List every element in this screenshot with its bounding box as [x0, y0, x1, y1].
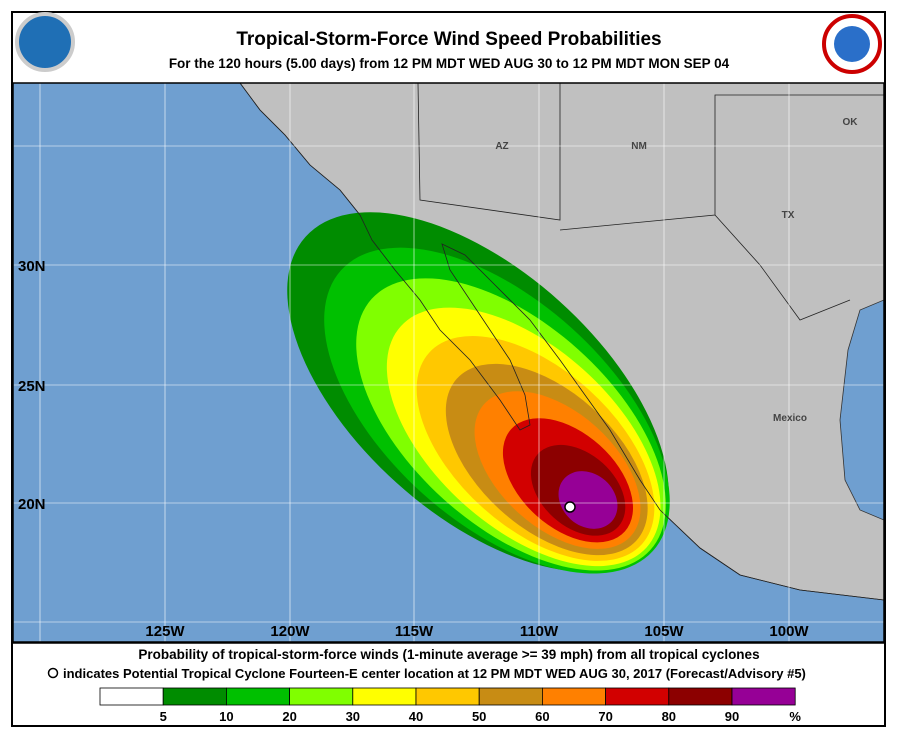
- legend-swatch: [225, 687, 290, 706]
- lon-label: 115W: [395, 623, 434, 640]
- lat-label: 25N: [18, 378, 46, 395]
- map-frame: [12, 82, 885, 643]
- lon-label: 125W: [145, 623, 185, 640]
- legend-label: 50: [472, 709, 486, 724]
- map: [13, 83, 884, 642]
- legend-label: 70: [598, 709, 612, 724]
- title: Tropical-Storm-Force Wind Speed Probabil…: [236, 29, 661, 50]
- legend-swatch: [415, 687, 480, 706]
- legend-swatch: [542, 687, 607, 706]
- lon-label: 110W: [520, 623, 559, 640]
- place-label: NM: [631, 141, 647, 152]
- legend-swatch: [162, 687, 227, 706]
- legend-label: 90: [725, 709, 739, 724]
- legend-swatch: [289, 687, 354, 706]
- place-label: TX: [782, 210, 795, 221]
- place-label: Mexico: [773, 413, 807, 424]
- nws-logo-inner: [834, 26, 870, 62]
- lon-label: 105W: [644, 623, 684, 640]
- legend-swatch: [605, 687, 670, 706]
- legend-swatch: [668, 687, 733, 706]
- legend-swatch: [99, 687, 164, 706]
- legend-swatch: [731, 687, 796, 706]
- place-label: AZ: [495, 141, 508, 152]
- legend-label: 20: [282, 709, 296, 724]
- legend-label: 30: [346, 709, 360, 724]
- legend-label: 5: [160, 709, 167, 724]
- footer-line2: indicates Potential Tropical Cyclone Fou…: [63, 666, 806, 681]
- legend-label: 60: [535, 709, 549, 724]
- borders: [239, 83, 884, 601]
- footer-line1: Probability of tropical-storm-force wind…: [138, 647, 759, 662]
- lat-label: 30N: [18, 258, 46, 275]
- noaa-logo: [15, 12, 75, 72]
- probability-bands: [287, 212, 670, 574]
- legend-swatch: [478, 687, 543, 706]
- legend-label: %: [789, 709, 801, 724]
- subtitle: For the 120 hours (5.00 days) from 12 PM…: [169, 56, 730, 71]
- lat-label: 20N: [18, 496, 46, 513]
- probability-band: [558, 471, 618, 529]
- legend-label: 10: [219, 709, 233, 724]
- storm-center: [564, 501, 576, 513]
- lon-label: 100W: [769, 623, 809, 640]
- lon-label: 120W: [270, 623, 310, 640]
- legend: 5 10 20 30 40 50 60 70 80 90%: [99, 687, 801, 724]
- legend-label: 80: [662, 709, 676, 724]
- center-symbol: [47, 667, 59, 679]
- legend-label: 40: [409, 709, 423, 724]
- frame: [11, 11, 886, 727]
- place-label: OK: [843, 117, 859, 128]
- legend-swatch: [352, 687, 417, 706]
- graticule: [13, 83, 884, 642]
